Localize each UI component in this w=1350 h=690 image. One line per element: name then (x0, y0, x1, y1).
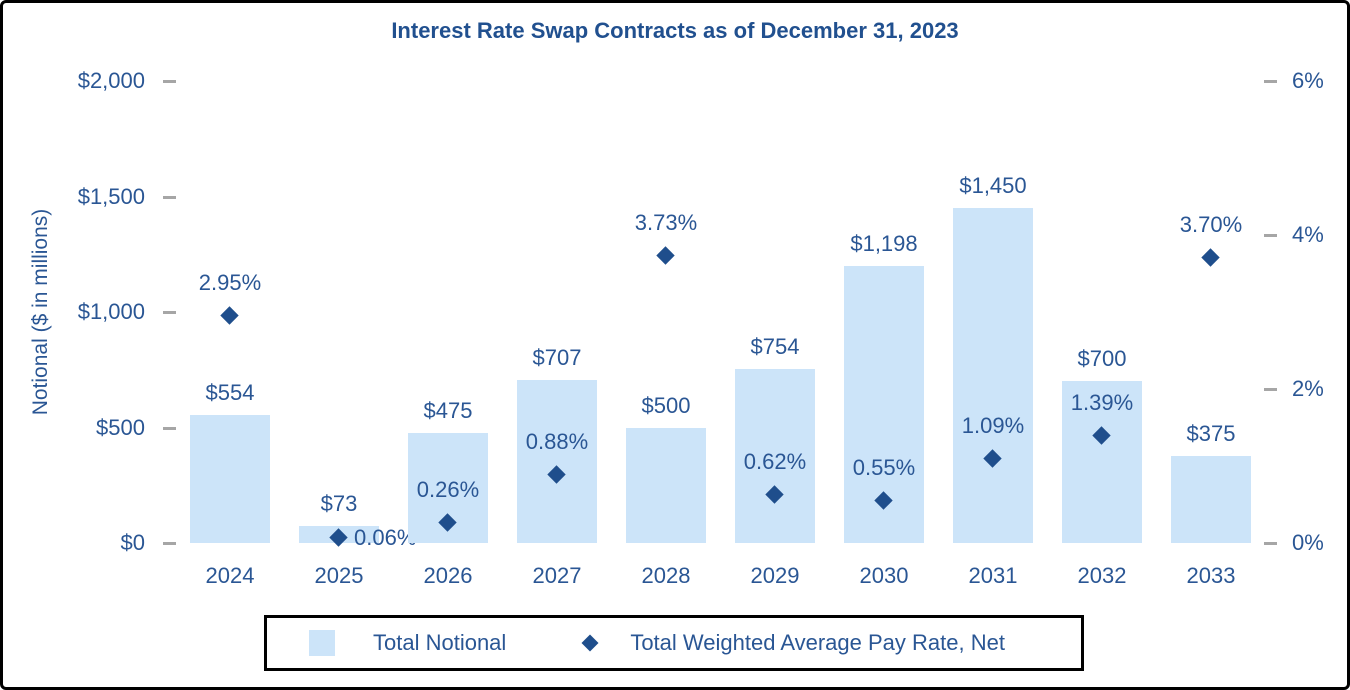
rate-label-2026: 0.26% (416, 476, 480, 502)
rate-label-2033: 3.70% (1179, 212, 1243, 238)
left-axis-label-0: $2,000 (77, 68, 145, 93)
bar-label-2033: $375 (1186, 421, 1236, 447)
bar-2024 (190, 415, 270, 543)
x-axis-label-2026: 2026 (423, 563, 473, 588)
x-axis-label-2029: 2029 (750, 563, 800, 588)
left-axis-label-1: $1,500 (77, 183, 145, 209)
rate-label-2030: 0.55% (852, 454, 916, 480)
left-axis-tick-3 (163, 426, 176, 430)
right-axis-tick-2 (1264, 388, 1277, 391)
bar-2032 (1062, 381, 1142, 543)
bar-label-2024: $554 (205, 380, 255, 406)
rate-label-2027: 0.88% (525, 429, 589, 455)
legend-label-pay-rate: Total Weighted Average Pay Rate, Net (630, 630, 1005, 655)
x-axis-label-2027: 2027 (532, 563, 582, 588)
x-axis-label-2024: 2024 (205, 563, 255, 588)
right-axis-tick-1 (1264, 234, 1277, 237)
pay-rate-diamond-icon (581, 634, 599, 652)
rate-label-2025: 0.06% (354, 525, 417, 551)
left-axis-tick-4 (163, 542, 176, 545)
left-axis-tick-1 (163, 195, 176, 199)
left-axis-label-2: $1,000 (77, 299, 145, 324)
chart-title: Interest Rate Swap Contracts as of Decem… (391, 18, 959, 43)
bar-2031 (953, 208, 1033, 543)
right-axis-tick-3 (1264, 542, 1277, 545)
x-axis-label-2025: 2025 (314, 563, 364, 588)
right-axis-label-1: 4% (1292, 222, 1324, 247)
rate-diamond-2024 (220, 306, 239, 325)
total-notional-swatch-icon (309, 630, 335, 656)
rate-label-2024: 2.95% (198, 269, 262, 295)
bar-label-2032: $700 (1077, 346, 1127, 372)
left-axis-label-3: $500 (96, 414, 145, 440)
right-axis-tick-0 (1264, 80, 1277, 83)
rate-diamond-2028 (656, 246, 675, 265)
legend-label-total-notional: Total Notional (373, 630, 507, 655)
right-axis-label-3: 0% (1292, 530, 1324, 555)
bar-label-2031: $1,450 (959, 173, 1027, 199)
rate-label-2032: 1.39% (1070, 389, 1134, 415)
bar-label-2029: $754 (750, 333, 800, 359)
bar-label-2030: $1,198 (850, 231, 918, 257)
rate-label-2029: 0.62% (743, 449, 807, 475)
plot-area: $2,000 $1,500 $1,000 $500 $0 6% 4% 2% 0% $554 2.95… (3, 3, 1347, 687)
legend-item-total-notional: Total Notional (309, 630, 506, 656)
bar-label-2026: $475 (423, 398, 473, 424)
rate-label-2028: 3.73% (634, 209, 698, 235)
right-axis-label-2: 2% (1292, 376, 1324, 401)
x-axis-label-2031: 2031 (968, 563, 1018, 588)
bar-2028 (626, 427, 706, 543)
bar-2027 (517, 379, 597, 543)
left-axis-label-4: $0 (120, 530, 145, 555)
x-axis-label-2030: 2030 (859, 563, 909, 588)
x-axis-label-2032: 2032 (1077, 563, 1127, 588)
legend: Total Notional Total Weighted Average Pa… (264, 615, 1084, 671)
bar-label-2028: $500 (641, 392, 691, 418)
bar-2033 (1171, 456, 1251, 543)
x-axis-label-2033: 2033 (1186, 563, 1236, 588)
rate-label-2031: 1.09% (961, 413, 1025, 439)
legend-item-pay-rate: Total Weighted Average Pay Rate, Net (581, 630, 1005, 656)
left-axis-tick-0 (163, 80, 176, 83)
left-axis-tick-2 (163, 311, 176, 314)
bar-label-2027: $707 (532, 344, 582, 370)
rate-diamond-2033 (1201, 248, 1220, 267)
x-axis-label-2028: 2028 (641, 563, 691, 588)
bar-2029 (735, 368, 815, 543)
right-axis-label-0: 6% (1292, 68, 1324, 93)
bar-label-2025: $73 (320, 491, 358, 517)
